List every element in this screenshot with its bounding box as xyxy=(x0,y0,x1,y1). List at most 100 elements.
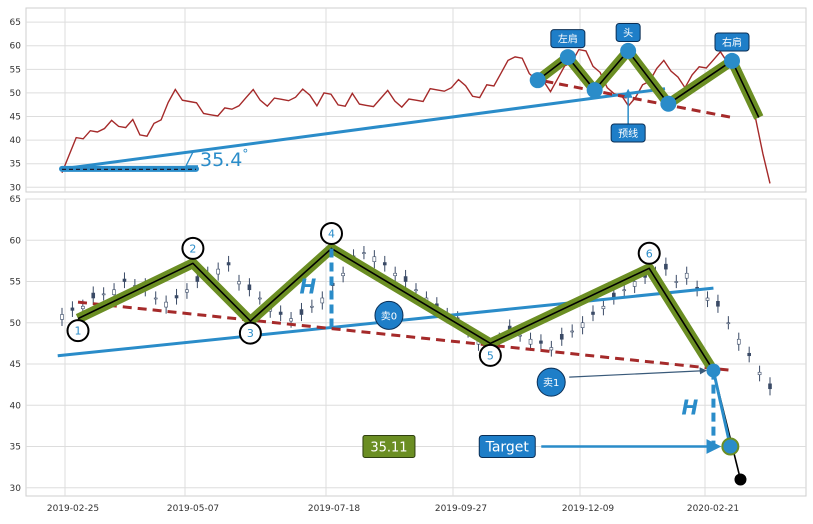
top-panel-y-tick-label: 55 xyxy=(10,65,21,75)
pattern-point-marker xyxy=(559,49,576,66)
candle-body xyxy=(278,311,283,315)
candle-body xyxy=(549,347,554,351)
pattern-point-label: 1 xyxy=(75,325,82,338)
candle-body xyxy=(591,311,595,315)
candle-body xyxy=(341,272,345,277)
candle-body xyxy=(664,263,668,270)
candle-body xyxy=(101,293,106,296)
candle-body xyxy=(372,256,377,262)
pattern-point-marker xyxy=(724,52,740,69)
end-point-marker xyxy=(734,473,747,486)
bottom-panel-y-tick-label: 55 xyxy=(10,278,21,288)
candle-body xyxy=(414,289,418,292)
candle-body xyxy=(91,292,96,299)
candle-body xyxy=(310,305,314,308)
x-tick-label: 2019-05-07 xyxy=(167,504,219,514)
top-panel-y-tick-label: 45 xyxy=(10,113,21,123)
sell-signal-label: 卖1 xyxy=(543,377,559,389)
sell-signal-circle xyxy=(536,367,566,397)
target-marker xyxy=(721,437,740,456)
bottom-panel-y-tick-label: 65 xyxy=(10,195,21,205)
candle-body xyxy=(622,289,627,292)
bottom-panel-y-tick-label: 45 xyxy=(10,360,21,370)
angle-degree: ° xyxy=(242,147,248,161)
top-panel-y-tick-label: 50 xyxy=(10,89,22,99)
target-label: Target xyxy=(485,440,530,456)
pattern-point-label-circle xyxy=(238,321,262,345)
pattern-point-marker xyxy=(660,95,677,112)
annotation-label: 头 xyxy=(623,28,633,40)
pattern-point-label: 6 xyxy=(646,247,653,260)
pattern-point-marker xyxy=(529,72,546,89)
candle-body xyxy=(747,352,751,357)
pattern-point-label: 5 xyxy=(487,349,494,362)
candle-body xyxy=(684,272,689,279)
neckline-line xyxy=(544,79,733,119)
bottom-panel-y-tick-label: 30 xyxy=(10,484,22,494)
candle-body xyxy=(122,278,127,282)
annotation-label: 左肩 xyxy=(558,33,578,46)
bottom-panel-y-tick-label: 50 xyxy=(10,319,22,329)
candle-body xyxy=(112,289,116,295)
bottom-panel-y-tick-label: 40 xyxy=(10,401,22,411)
candle-body xyxy=(705,297,710,301)
candle-body xyxy=(299,309,304,315)
top-panel-y-tick-label: 65 xyxy=(10,18,21,28)
candle-body xyxy=(518,334,522,337)
candle-body xyxy=(736,338,741,345)
top-panel-y-tick-label: 30 xyxy=(10,183,22,193)
candle-body xyxy=(153,297,158,300)
candle-body xyxy=(70,307,75,311)
angle-icon xyxy=(185,151,198,167)
price-box xyxy=(362,435,416,458)
candle-body xyxy=(81,305,85,310)
candle-body xyxy=(258,297,262,300)
candle-body xyxy=(237,281,241,285)
candle-body xyxy=(570,330,574,333)
bottom-panel-y-tick-label: 35 xyxy=(10,443,21,453)
top-panel-y-tick-label: 40 xyxy=(10,136,22,146)
x-tick-label: 2020-02-21 xyxy=(687,504,739,514)
candle-body xyxy=(539,340,543,344)
neckline-line xyxy=(77,300,734,373)
x-tick-label: 2019-02-25 xyxy=(47,504,99,514)
sell-arrow xyxy=(569,367,707,378)
annotation-label: 右肩 xyxy=(722,36,742,49)
x-tick-label: 2019-12-09 xyxy=(562,504,615,514)
candle-body xyxy=(216,268,220,275)
candle-body xyxy=(289,318,293,322)
price-value-label: 35.11 xyxy=(370,441,407,456)
candle-body xyxy=(726,322,731,325)
candle-body xyxy=(580,322,585,328)
drop-line xyxy=(711,370,732,447)
candle-body xyxy=(393,272,397,277)
annotation-box xyxy=(550,29,586,49)
candle-body xyxy=(226,262,231,266)
candle-body xyxy=(403,276,408,282)
pattern-point-label-circle xyxy=(320,222,343,245)
pattern-point-marker xyxy=(620,42,637,59)
annotation-box xyxy=(610,123,646,143)
x-tick-label: 2019-07-18 xyxy=(308,504,361,514)
top-panel-y-tick-label: 35 xyxy=(10,160,21,170)
candle-body xyxy=(528,338,533,345)
tick-labels: 303540455055606530354045505560652019-02-… xyxy=(10,18,740,514)
candle-body xyxy=(247,284,252,291)
annotation-box xyxy=(615,23,641,43)
candle-body xyxy=(174,295,179,299)
pattern-point-label: 4 xyxy=(328,228,335,241)
x-tick-label: 2019-09-27 xyxy=(435,504,487,514)
annotation-box xyxy=(714,32,750,52)
candle-body xyxy=(768,383,772,390)
candle-body xyxy=(559,333,564,340)
candle-body xyxy=(185,289,189,293)
height-label: H xyxy=(300,275,317,299)
pattern-point-label: 2 xyxy=(189,242,196,255)
candle-body xyxy=(716,300,720,307)
pattern-point-label-circle xyxy=(181,236,205,260)
candle-body xyxy=(757,371,762,376)
candle-body xyxy=(320,297,325,304)
candle-body xyxy=(362,252,366,254)
